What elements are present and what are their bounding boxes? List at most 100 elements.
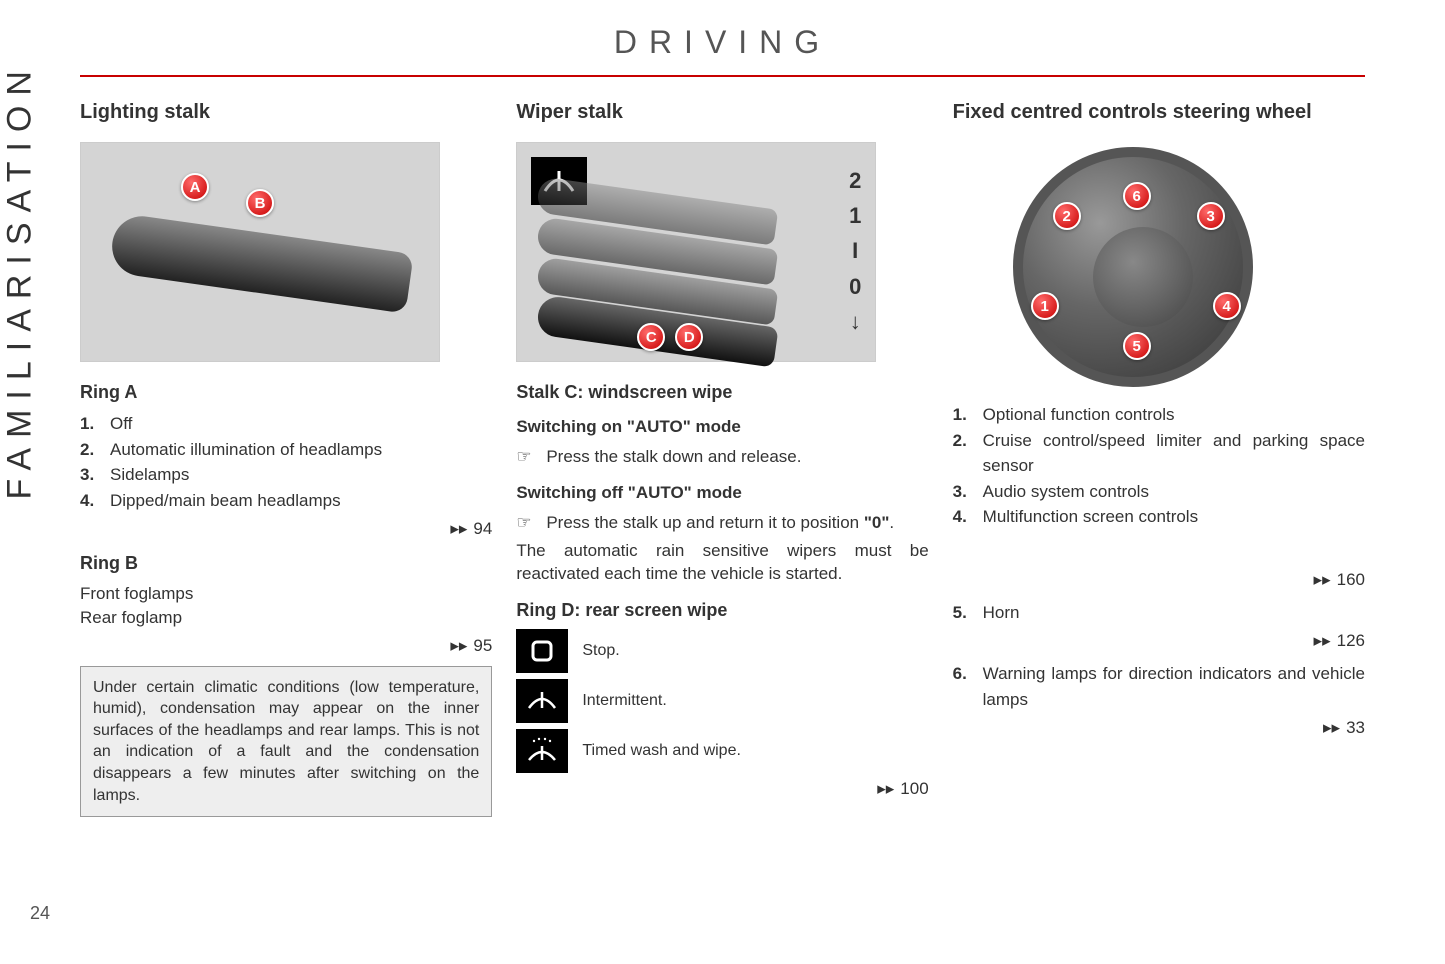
text-fragment: Press the stalk up and return it to posi… <box>546 513 864 532</box>
marker-4: 4 <box>1213 292 1241 320</box>
steering-list-2: 5.Horn <box>953 600 1365 626</box>
item-text: Audio system controls <box>983 479 1149 505</box>
forward-icon: ▸▸ <box>877 779 894 798</box>
marker-1: 1 <box>1031 292 1059 320</box>
item-text: Intermittent. <box>582 692 666 710</box>
column-wiper-stalk: Wiper stalk C D 2 1 I 0 ↓ Stalk C: winds… <box>516 101 928 817</box>
steering-list-1: 1. Optional function controls 2.Cruise co… <box>953 402 1365 530</box>
content-columns: Lighting stalk A B Ring A 1. Off 2. Automa… <box>0 77 1445 817</box>
item-text: Sidelamps <box>110 462 189 488</box>
item-number: 1. <box>953 402 975 428</box>
page-ref-number: 100 <box>900 779 928 798</box>
column-steering-wheel: Fixed centred controls steering wheel 1 … <box>953 101 1365 817</box>
list-item: 4. Dipped/main beam headlamps <box>80 488 492 514</box>
hand-icon: ☞ <box>516 511 536 535</box>
item-text: Warning lamps for direction indicators a… <box>983 661 1365 712</box>
item-number: 6. <box>953 661 975 712</box>
text-bold: "0" <box>864 513 890 532</box>
ring-b-title: Ring B <box>80 553 492 574</box>
marker-b: B <box>246 189 274 217</box>
item-number: 3. <box>953 479 975 505</box>
page-ref: ▸▸33 <box>953 718 1365 738</box>
marker-3: 3 <box>1197 202 1225 230</box>
legend-item: 0 <box>849 269 861 304</box>
stop-icon <box>516 629 568 673</box>
list-item: 1. Off <box>80 411 492 437</box>
intermittent-icon <box>516 679 568 723</box>
page-ref: ▸▸ 100 <box>516 779 928 799</box>
item-number: 4. <box>953 504 975 530</box>
page-ref-number: 95 <box>473 636 492 655</box>
ring-a-title: Ring A <box>80 382 492 403</box>
item-text: Dipped/main beam headlamps <box>110 488 341 514</box>
figure-steering-wheel: 1 2 3 4 5 6 <box>983 142 1283 382</box>
ring-d-item: Timed wash and wipe. <box>516 729 928 773</box>
marker-6: 6 <box>1123 182 1151 210</box>
auto-off-title: Switching off "AUTO" mode <box>516 483 928 503</box>
text-fragment: . <box>889 513 894 532</box>
forward-icon: ▸▸ <box>450 519 467 538</box>
page-ref: ▸▸ 126 <box>953 631 1365 651</box>
item-number: 2. <box>953 428 975 479</box>
item-number: 1. <box>80 411 102 437</box>
legend-item: 1 <box>849 198 861 233</box>
page-title: DRIVING <box>0 0 1445 75</box>
item-text: Timed wash and wipe. <box>582 742 741 760</box>
auto-on-title: Switching on "AUTO" mode <box>516 417 928 437</box>
item-number: 5. <box>953 600 975 626</box>
list-item: 1. Optional function controls <box>953 402 1365 428</box>
legend-item: I <box>849 233 861 268</box>
marker-2: 2 <box>1053 202 1081 230</box>
legend-item: 2 <box>849 163 861 198</box>
instruction-text: Press the stalk up and return it to posi… <box>546 511 894 535</box>
list-item: 3. Sidelamps <box>80 462 492 488</box>
wash-wipe-icon <box>516 729 568 773</box>
ring-d-item: Intermittent. <box>516 679 928 723</box>
instruction-text: Press the stalk down and release. <box>546 445 801 469</box>
ring-d-title: Ring D: rear screen wipe <box>516 600 928 621</box>
stalk-graphic <box>108 212 413 313</box>
hand-icon: ☞ <box>516 445 536 469</box>
item-number: 2. <box>80 437 102 463</box>
column-lighting-stalk: Lighting stalk A B Ring A 1. Off 2. Automa… <box>80 101 492 817</box>
heading-steering-wheel: Fixed centred controls steering wheel <box>953 101 1365 124</box>
marker-5: 5 <box>1123 332 1151 360</box>
steering-list-3: 6.Warning lamps for direction indicators… <box>953 661 1365 712</box>
list-item: 4. Multifunction screen controls <box>953 504 1365 530</box>
item-text: Optional function controls <box>983 402 1175 428</box>
page-ref: ▸▸ 95 <box>80 636 492 656</box>
item-text: Cruise control/speed limiter and parking… <box>983 428 1365 479</box>
figure-lighting-stalk: A B <box>80 142 440 362</box>
instruction-item: ☞ Press the stalk up and return it to po… <box>516 511 928 535</box>
list-item: 2. Automatic illumination of headlamps <box>80 437 492 463</box>
ring-b-line: Front foglamps <box>80 582 492 606</box>
ring-b-line: Rear foglamp <box>80 606 492 630</box>
ring-d-item: Stop. <box>516 629 928 673</box>
condensation-note: Under certain climatic conditions (low t… <box>80 666 492 818</box>
stalk-c-title: Stalk C: windscreen wipe <box>516 382 928 403</box>
item-text: Off <box>110 411 132 437</box>
figure-wiper-stalk: C D 2 1 I 0 ↓ <box>516 142 876 362</box>
forward-icon: ▸▸ <box>450 636 467 655</box>
forward-icon: ▸▸ <box>1314 570 1331 589</box>
list-item: 2.Cruise control/speed limiter and parki… <box>953 428 1365 479</box>
list-item: 5.Horn <box>953 600 1365 626</box>
heading-wiper-stalk: Wiper stalk <box>516 101 928 124</box>
item-number: 4. <box>80 488 102 514</box>
page-ref-number: 160 <box>1337 570 1365 589</box>
instruction-item: ☞ Press the stalk down and release. <box>516 445 928 469</box>
item-number: 3. <box>80 462 102 488</box>
forward-icon: ▸▸ <box>1314 631 1331 650</box>
forward-icon: ▸▸ <box>1323 718 1340 737</box>
item-text: Automatic illumination of headlamps <box>110 437 382 463</box>
legend-item: ↓ <box>849 304 861 339</box>
auto-note: The automatic rain sensitive wipers must… <box>516 539 928 587</box>
page-ref-number: 126 <box>1337 631 1365 650</box>
item-text: Stop. <box>582 642 619 660</box>
page-number: 24 <box>30 903 50 924</box>
section-label: FAMILIARISATION <box>1 61 40 499</box>
heading-lighting-stalk: Lighting stalk <box>80 101 492 124</box>
item-text: Multifunction screen controls <box>983 504 1198 530</box>
list-item: 6.Warning lamps for direction indicators… <box>953 661 1365 712</box>
marker-a: A <box>181 173 209 201</box>
